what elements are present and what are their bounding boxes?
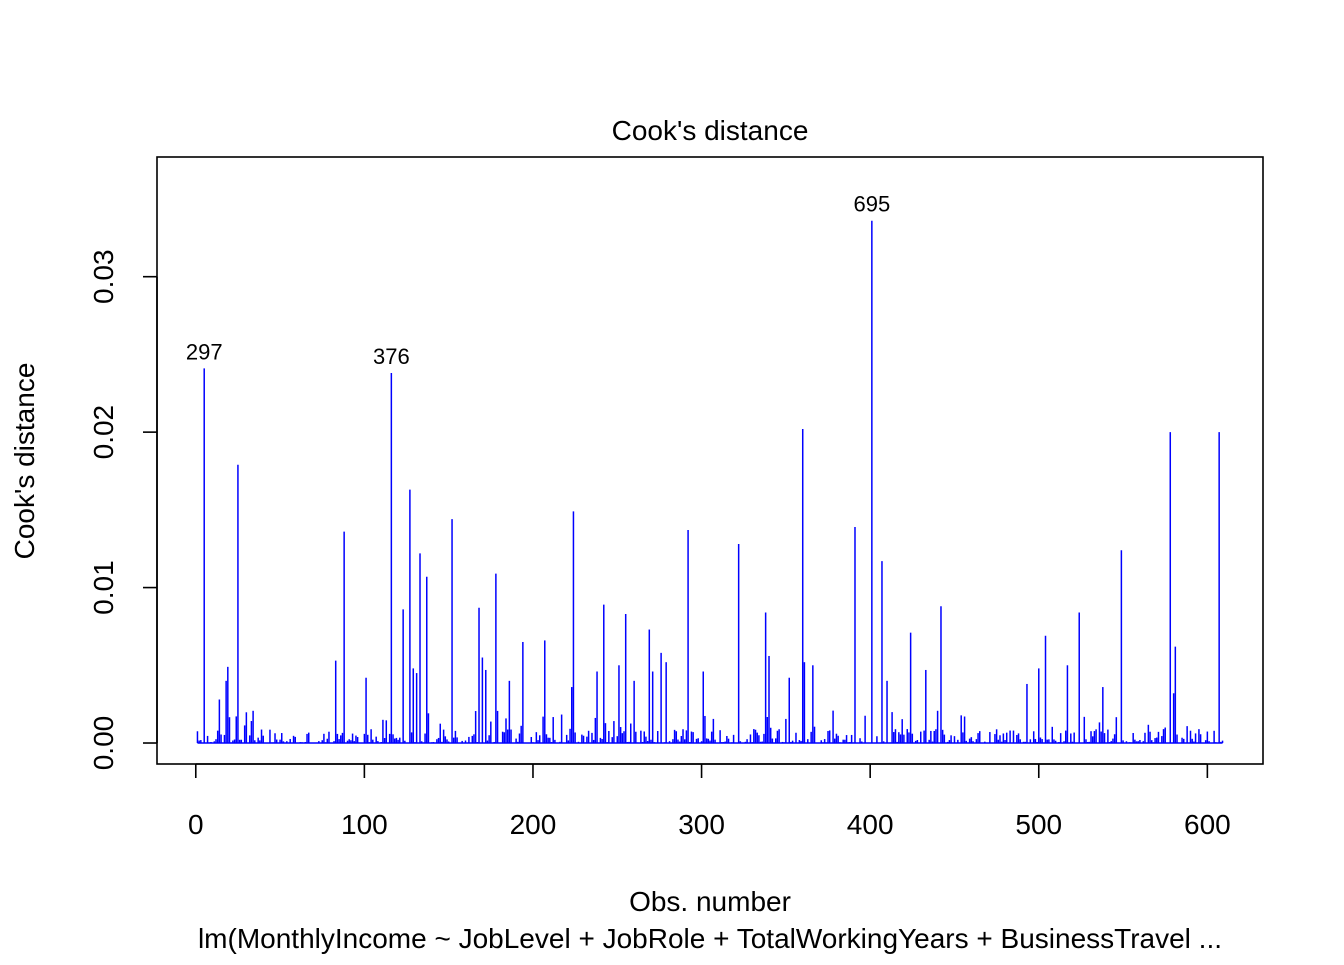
x-axis: 0 100 200 300 400 500 600 (188, 763, 1231, 840)
y-axis: 0.00 0.01 0.02 0.03 (88, 249, 158, 771)
plot-frame (156, 156, 1264, 765)
y-tick-label: 0.03 (88, 249, 119, 304)
outlier-label: 297 (186, 339, 223, 364)
x-tick-label: 600 (1184, 809, 1231, 840)
x-tick-label: 100 (341, 809, 388, 840)
chart-title: Cook's distance (612, 115, 809, 146)
x-tick-label: 300 (678, 809, 725, 840)
outlier-label: 376 (373, 344, 410, 369)
x-axis-label: Obs. number (629, 886, 791, 917)
outlier-labels: 297 376 695 (186, 192, 890, 369)
y-axis-label: Cook's distance (9, 363, 40, 560)
spike-series (196, 220, 1224, 744)
model-formula-subtitle: lm(MonthlyIncome ~ JobLevel + JobRole + … (198, 923, 1222, 954)
y-tick-label: 0.02 (88, 405, 119, 460)
y-tick-label: 0.01 (88, 560, 119, 615)
x-tick-label: 200 (510, 809, 557, 840)
outlier-label: 695 (853, 192, 890, 217)
y-tick-label: 0.00 (88, 716, 119, 771)
x-tick-label: 400 (847, 809, 894, 840)
x-tick-label: 0 (188, 809, 204, 840)
x-tick-label: 500 (1015, 809, 1062, 840)
